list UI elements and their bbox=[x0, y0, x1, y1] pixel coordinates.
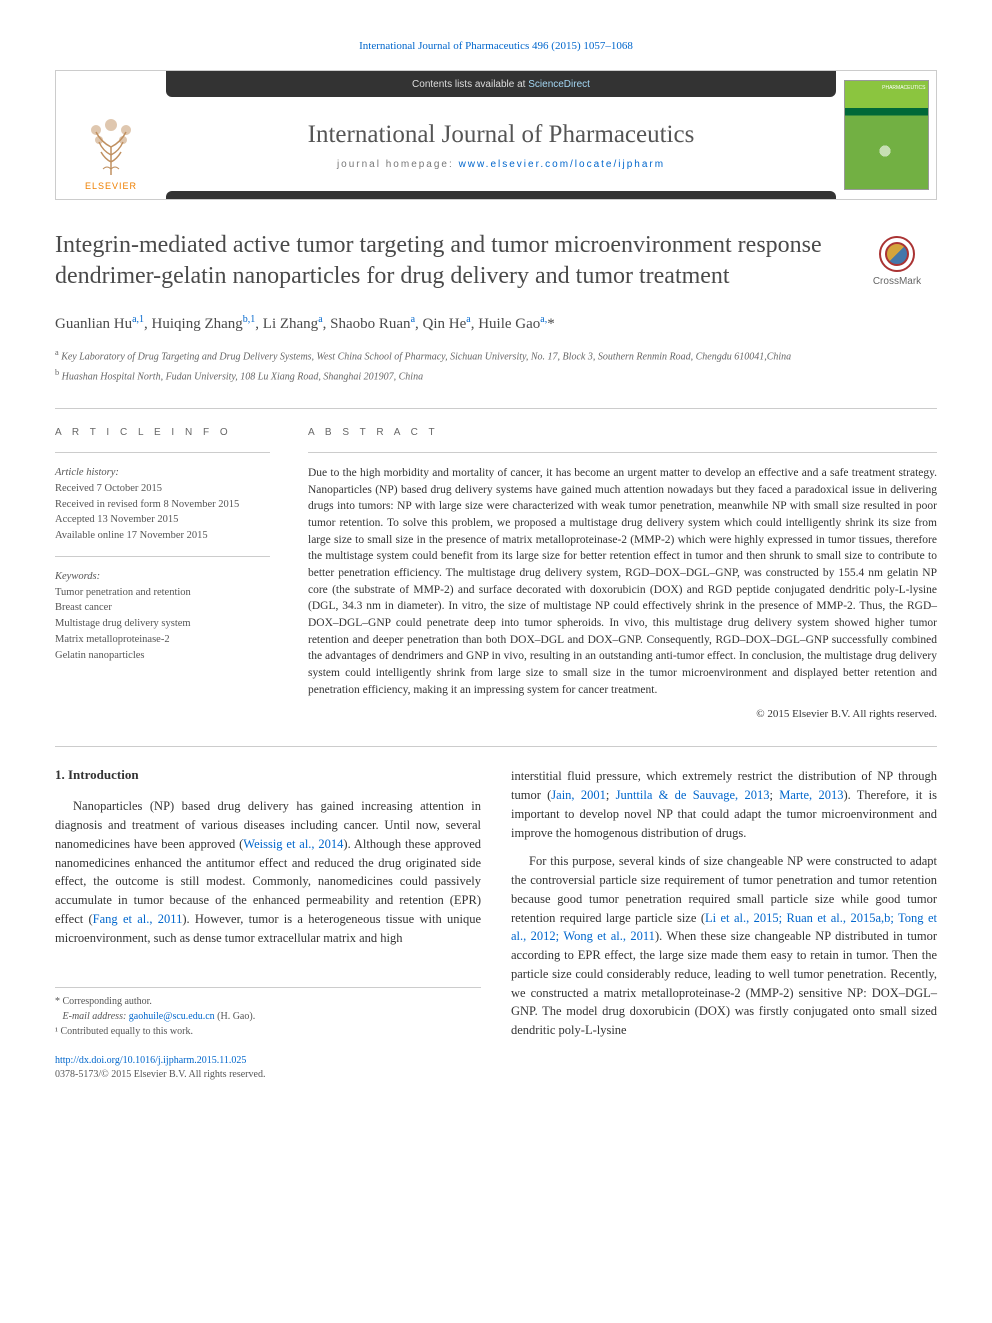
history-line: Accepted 13 November 2015 bbox=[55, 512, 270, 528]
email-who: (H. Gao). bbox=[215, 1011, 256, 1022]
rule-mid bbox=[55, 746, 937, 747]
page: International Journal of Pharmaceutics 4… bbox=[0, 0, 992, 1112]
history-line: Received in revised form 8 November 2015 bbox=[55, 497, 270, 513]
body-text: ; bbox=[606, 788, 616, 802]
article-info-head: A R T I C L E I N F O bbox=[55, 427, 270, 438]
body-col-right: interstitial fluid pressure, which extre… bbox=[511, 767, 937, 1040]
contents-prefix: Contents lists available at bbox=[412, 79, 525, 90]
keyword: Multistage drug delivery system bbox=[55, 616, 270, 632]
body-paragraph: For this purpose, several kinds of size … bbox=[511, 852, 937, 1040]
body-col-left: 1. Introduction Nanoparticles (NP) based… bbox=[55, 767, 481, 1040]
citation-link[interactable]: International Journal of Pharmaceutics 4… bbox=[359, 40, 633, 52]
abstract-text: Due to the high morbidity and mortality … bbox=[308, 465, 937, 698]
abstract-rule bbox=[308, 452, 937, 453]
keyword: Matrix metalloproteinase-2 bbox=[55, 632, 270, 648]
section-heading-intro: 1. Introduction bbox=[55, 767, 481, 783]
affiliation-a-text: Key Laboratory of Drug Targeting and Dru… bbox=[61, 352, 791, 363]
keyword: Gelatin nanoparticles bbox=[55, 648, 270, 664]
info-abstract-row: A R T I C L E I N F O Article history: R… bbox=[55, 427, 937, 720]
crossmark-badge[interactable]: CrossMark bbox=[857, 236, 937, 287]
keyword: Tumor penetration and retention bbox=[55, 585, 270, 601]
corresponding-note: * Corresponding author. bbox=[55, 994, 481, 1009]
crossmark-label: CrossMark bbox=[873, 276, 921, 287]
cover-cell bbox=[836, 71, 936, 199]
history-line: Available online 17 November 2015 bbox=[55, 528, 270, 544]
body-text: ; bbox=[769, 788, 779, 802]
keywords-head: Keywords: bbox=[55, 569, 270, 585]
homepage-prefix: journal homepage: bbox=[337, 159, 459, 170]
citation-link[interactable]: Junttila & de Sauvage, 2013 bbox=[616, 788, 770, 802]
header-citation: International Journal of Pharmaceutics 4… bbox=[55, 40, 937, 52]
body-paragraph: Nanoparticles (NP) based drug delivery h… bbox=[55, 797, 481, 947]
doi-block: http://dx.doi.org/10.1016/j.ijpharm.2015… bbox=[55, 1054, 937, 1082]
abstract-copyright: © 2015 Elsevier B.V. All rights reserved… bbox=[308, 708, 937, 720]
journal-name: International Journal of Pharmaceutics bbox=[308, 121, 695, 149]
citation-link[interactable]: Weissig et al., 2014 bbox=[243, 837, 343, 851]
citation-link[interactable]: Marte, 2013 bbox=[779, 788, 843, 802]
equal-contrib-note: ¹ Contributed equally to this work. bbox=[55, 1024, 481, 1039]
body-paragraph: interstitial fluid pressure, which extre… bbox=[511, 767, 937, 842]
article-info-col: A R T I C L E I N F O Article history: R… bbox=[55, 427, 270, 720]
publisher-name: ELSEVIER bbox=[85, 181, 137, 191]
sciencedirect-link[interactable]: ScienceDirect bbox=[528, 79, 590, 90]
keywords-block: Keywords: Tumor penetration and retentio… bbox=[55, 569, 270, 664]
article-title: Integrin-mediated active tumor targeting… bbox=[55, 230, 837, 292]
rule-top bbox=[55, 408, 937, 409]
affiliation-a: a Key Laboratory of Drug Targeting and D… bbox=[55, 347, 937, 364]
article-history: Article history: Received 7 October 2015… bbox=[55, 465, 270, 544]
keyword: Breast cancer bbox=[55, 600, 270, 616]
info-rule-2 bbox=[55, 556, 270, 557]
email-line: E-mail address: gaohuile@scu.edu.cn (H. … bbox=[55, 1009, 481, 1024]
email-link[interactable]: gaohuile@scu.edu.cn bbox=[129, 1011, 215, 1022]
info-rule-1 bbox=[55, 452, 270, 453]
journal-banner: ELSEVIER Contents lists available at Sci… bbox=[55, 70, 937, 200]
journal-cover-thumb bbox=[844, 80, 929, 190]
abstract-head: A B S T R A C T bbox=[308, 427, 937, 438]
title-row: Integrin-mediated active tumor targeting… bbox=[55, 230, 937, 292]
body-columns: 1. Introduction Nanoparticles (NP) based… bbox=[55, 767, 937, 1040]
crossmark-icon bbox=[879, 236, 915, 272]
homepage-link[interactable]: www.elsevier.com/locate/ijpharm bbox=[459, 159, 666, 170]
affiliation-b: b Huashan Hospital North, Fudan Universi… bbox=[55, 367, 937, 384]
contents-bar: Contents lists available at ScienceDirec… bbox=[166, 71, 836, 97]
elsevier-tree-icon bbox=[81, 107, 141, 177]
elsevier-logo: ELSEVIER bbox=[71, 96, 151, 191]
publisher-cell: ELSEVIER bbox=[56, 71, 166, 199]
affiliation-b-text: Huashan Hospital North, Fudan University… bbox=[62, 371, 423, 382]
email-label: E-mail address: bbox=[63, 1011, 129, 1022]
citation-link[interactable]: Fang et al., 2011 bbox=[93, 912, 183, 926]
banner-center: Contents lists available at ScienceDirec… bbox=[166, 71, 836, 199]
issn-copyright: 0378-5173/© 2015 Elsevier B.V. All right… bbox=[55, 1069, 265, 1080]
banner-bottom-bar bbox=[166, 191, 836, 199]
abstract-col: A B S T R A C T Due to the high morbidit… bbox=[308, 427, 937, 720]
citation-link[interactable]: Jain, 2001 bbox=[551, 788, 606, 802]
history-head: Article history: bbox=[55, 465, 270, 481]
crossmark-inner-icon bbox=[885, 242, 909, 266]
doi-link[interactable]: http://dx.doi.org/10.1016/j.ijpharm.2015… bbox=[55, 1055, 246, 1066]
body-text: ). When these size changeable NP distrib… bbox=[511, 929, 937, 1037]
footnotes: * Corresponding author. E-mail address: … bbox=[55, 987, 481, 1039]
history-line: Received 7 October 2015 bbox=[55, 481, 270, 497]
author-list: Guanlian Hua,1, Huiqing Zhangb,1, Li Zha… bbox=[55, 314, 937, 333]
journal-homepage: journal homepage: www.elsevier.com/locat… bbox=[337, 159, 665, 170]
